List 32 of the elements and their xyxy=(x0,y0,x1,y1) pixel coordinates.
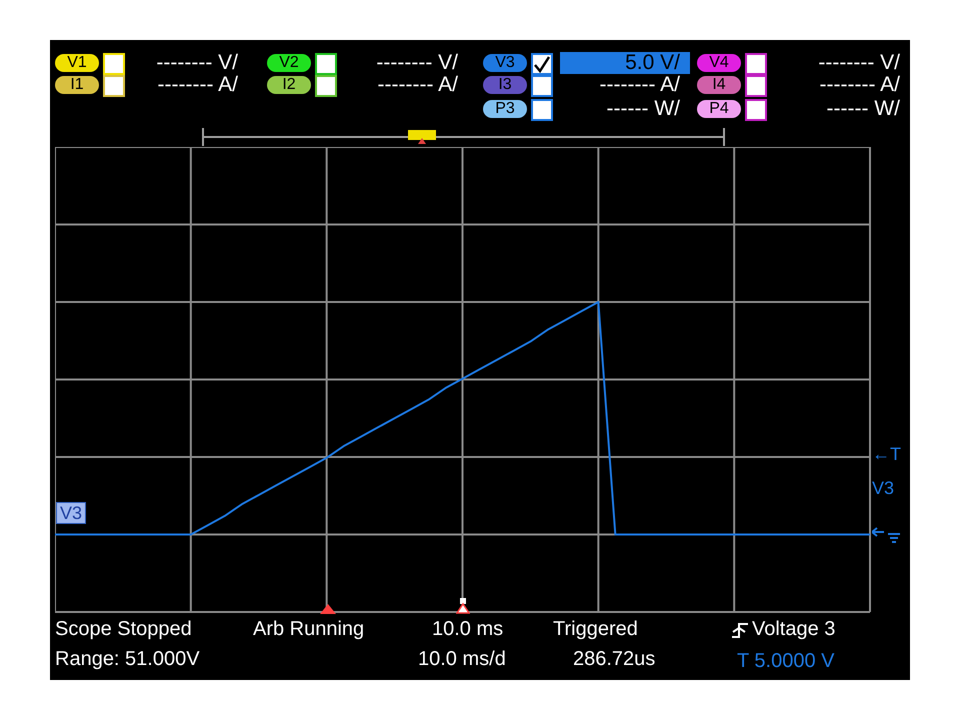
text: P3 xyxy=(483,100,527,118)
text: 286.72us xyxy=(573,648,656,670)
text: -------- V/ xyxy=(156,51,238,74)
text: V3 xyxy=(872,478,894,498)
text: Triggered xyxy=(553,618,638,640)
text: Arb Running xyxy=(253,618,364,640)
text: I2 xyxy=(267,76,311,94)
text: I3 xyxy=(483,76,527,94)
text: -------- A/ xyxy=(600,73,680,96)
text: I4 xyxy=(697,76,741,94)
text: I1 xyxy=(55,76,99,94)
text: ------ W/ xyxy=(826,97,900,120)
text: 10.0 ms/d xyxy=(418,648,506,670)
text: P4 xyxy=(697,100,741,118)
series-label: V3 xyxy=(56,502,86,524)
text: ←T xyxy=(872,444,901,464)
text: ------ W/ xyxy=(606,97,680,120)
text: V1 xyxy=(55,54,99,72)
text: V3 xyxy=(483,54,527,72)
text: Range: 51.000V xyxy=(55,648,200,670)
text: Voltage 3 xyxy=(752,618,836,640)
text: -------- A/ xyxy=(158,73,238,96)
text: -------- V/ xyxy=(818,51,900,74)
text: 5.0 V/ xyxy=(625,51,680,74)
text: -------- V/ xyxy=(376,51,458,74)
text: V4 xyxy=(697,54,741,72)
text: -------- A/ xyxy=(378,73,458,96)
text: 10.0 ms xyxy=(432,618,504,640)
text: -------- A/ xyxy=(820,73,900,96)
text: T 5.0000 V xyxy=(737,650,834,672)
text: Scope Stopped xyxy=(55,618,192,640)
text: V2 xyxy=(267,54,311,72)
